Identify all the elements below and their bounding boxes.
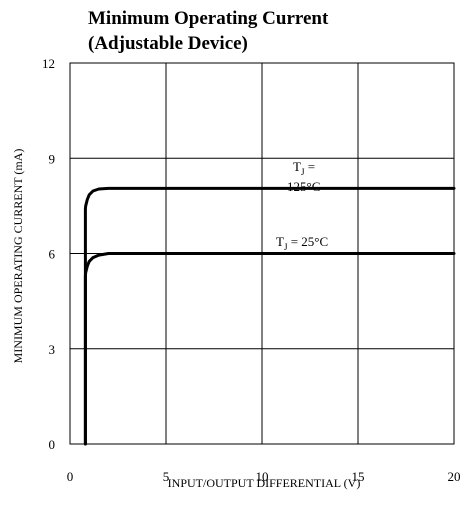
series-group bbox=[83, 186, 456, 446]
series-line-1 bbox=[83, 252, 456, 446]
y-tick-label: 9 bbox=[49, 151, 56, 166]
x-tick-label: 0 bbox=[67, 469, 74, 484]
y-tick-label: 6 bbox=[49, 247, 56, 262]
series-label-0: TJ = bbox=[293, 159, 315, 177]
y-tick-label: 12 bbox=[42, 56, 55, 71]
x-tick-label: 20 bbox=[448, 469, 461, 484]
series-label-1: TJ = 25°C bbox=[276, 234, 328, 252]
series-labels: TJ = 125°C TJ = 25°C bbox=[276, 159, 328, 252]
y-tick-label: 3 bbox=[49, 342, 56, 357]
series-label-0-line2: 125°C bbox=[287, 179, 320, 194]
x-axis-label: INPUT/OUTPUT DIFFERENTIAL (V) bbox=[168, 476, 361, 490]
series-line-0 bbox=[83, 186, 456, 446]
y-axis-label: MINIMUM OPERATING CURRENT (mA) bbox=[11, 149, 25, 364]
chart-subtitle: (Adjustable Device) bbox=[88, 33, 248, 54]
chart-title: Minimum Operating Current bbox=[88, 8, 329, 29]
x-tick-label: 15 bbox=[352, 469, 365, 484]
y-tick-label: 0 bbox=[49, 437, 56, 452]
x-tick-label: 5 bbox=[163, 469, 170, 484]
tick-labels: 0 5 10 15 20 0 3 6 9 12 bbox=[42, 56, 461, 484]
x-tick-label: 10 bbox=[256, 469, 269, 484]
